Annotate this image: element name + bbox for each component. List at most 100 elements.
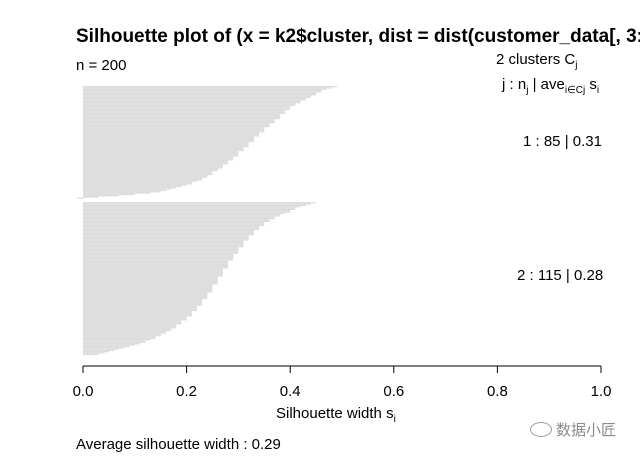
silhouette-bar-c2-65 xyxy=(83,287,213,289)
silhouette-bar-c1-82 xyxy=(83,193,135,196)
silhouette-bar-c2-108 xyxy=(83,344,135,346)
silhouette-bar-c2-41 xyxy=(83,255,234,257)
x-axis xyxy=(82,365,602,373)
silhouette-bar-c1-21 xyxy=(83,112,286,114)
silhouette-bar-c2-39 xyxy=(83,252,239,254)
silhouette-bar-c1-54 xyxy=(83,156,234,158)
cluster-2-label: 2 : 115 | 0.28 xyxy=(517,267,604,284)
silhouette-bar-c1-68 xyxy=(83,175,208,177)
silhouette-bar-c1-77 xyxy=(83,187,177,189)
silhouette-bars xyxy=(77,86,337,355)
silhouette-bar-c1-6 xyxy=(83,92,317,94)
silhouette-bar-c1-27 xyxy=(83,120,275,122)
silhouette-bar-c1-10 xyxy=(83,97,306,100)
silhouette-bar-c2-36 xyxy=(83,248,239,250)
silhouette-bar-c1-44 xyxy=(83,143,249,145)
silhouette-bar-c2-62 xyxy=(83,283,218,285)
silhouette-bar-c1-28 xyxy=(83,121,275,124)
silhouette-bar-c2-99 xyxy=(83,332,166,334)
silhouette-bar-c2-19 xyxy=(83,225,260,228)
silhouette-bar-c1-83 xyxy=(83,195,120,197)
silhouette-bar-c2-29 xyxy=(83,239,249,241)
silhouette-bar-c1-31 xyxy=(83,125,270,128)
silhouette-bar-c2-68 xyxy=(83,291,213,293)
silhouette-bar-c1-74 xyxy=(83,183,192,185)
silhouette-bar-c2-84 xyxy=(83,312,192,314)
silhouette-bar-c1-73 xyxy=(83,181,192,184)
silhouette-bar-c2-113 xyxy=(83,351,109,353)
silhouette-bar-c1-13 xyxy=(83,101,301,104)
silhouette-bar-c2-96 xyxy=(83,328,172,330)
silhouette-bar-c2-64 xyxy=(83,285,213,288)
silhouette-bar-c2-31 xyxy=(83,241,244,244)
silhouette-bar-c2-93 xyxy=(83,324,177,326)
silhouette-bar-c2-101 xyxy=(83,335,161,337)
silhouette-bar-c1-81 xyxy=(83,192,151,194)
silhouette-bar-c2-1 xyxy=(83,202,317,204)
silhouette-bar-c1-42 xyxy=(83,140,254,142)
silhouette-bar-c1-23 xyxy=(83,115,280,117)
silhouette-bar-c2-100 xyxy=(83,333,161,336)
silhouette-bar-c2-8 xyxy=(83,211,291,213)
silhouette-bar-c2-12 xyxy=(83,216,275,219)
silhouette-bar-c2-14 xyxy=(83,219,270,221)
silhouette-bar-c2-37 xyxy=(83,249,239,252)
silhouette-bar-c1-84 xyxy=(83,196,99,198)
silhouette-bar-c1-49 xyxy=(83,149,244,152)
silhouette-bar-c2-83 xyxy=(83,311,192,313)
silhouette-bar-c2-15 xyxy=(83,220,270,222)
silhouette-bar-c2-38 xyxy=(83,251,239,253)
silhouette-bar-c2-82 xyxy=(83,309,197,312)
silhouette-bar-c2-45 xyxy=(83,260,229,262)
silhouette-bar-c2-34 xyxy=(83,245,244,248)
silhouette-bar-c2-87 xyxy=(83,316,187,318)
silhouette-bar-c2-16 xyxy=(83,222,265,224)
silhouette-bar-c1-32 xyxy=(83,127,265,129)
silhouette-bar-c1-12 xyxy=(83,100,301,102)
silhouette-bar-c2-6 xyxy=(83,208,296,211)
silhouette-bar-c2-10 xyxy=(83,214,280,216)
silhouette-bar-c1-57 xyxy=(83,160,229,162)
silhouette-bar-c2-24 xyxy=(83,232,254,234)
silhouette-bar-c2-79 xyxy=(83,305,197,308)
silhouette-bar-c1-43 xyxy=(83,141,249,144)
silhouette-bar-c2-20 xyxy=(83,227,260,229)
silhouette-bar-c1-39 xyxy=(83,136,254,138)
silhouette-bar-c1-20 xyxy=(83,111,286,113)
silhouette-bar-c2-13 xyxy=(83,218,275,220)
silhouette-bar-c1-75 xyxy=(83,184,187,186)
silhouette-bar-c2-61 xyxy=(83,281,218,284)
silhouette-bar-c1-78 xyxy=(83,188,172,190)
silhouette-bar-c1-4 xyxy=(83,89,322,92)
silhouette-bar-c1-65 xyxy=(83,171,213,173)
silhouette-bar-c2-22 xyxy=(83,229,254,232)
silhouette-bar-c1-24 xyxy=(83,116,280,118)
silhouette-bar-c2-85 xyxy=(83,313,192,316)
silhouette-bar-c2-57 xyxy=(83,276,218,278)
silhouette-bar-c2-59 xyxy=(83,279,218,281)
x-tick-label-5: 1.0 xyxy=(590,383,612,400)
silhouette-bar-c2-40 xyxy=(83,253,234,256)
silhouette-bar-c2-98 xyxy=(83,331,166,333)
silhouette-bar-c2-78 xyxy=(83,304,203,306)
silhouette-bar-c2-103 xyxy=(83,337,156,340)
silhouette-bar-c1-56 xyxy=(83,159,234,161)
silhouette-bar-c2-43 xyxy=(83,257,234,260)
silhouette-bar-c2-107 xyxy=(83,343,140,345)
silhouette-bar-c1-19 xyxy=(83,109,286,112)
silhouette-bar-c2-55 xyxy=(83,273,223,276)
silhouette-bar-c1-52 xyxy=(83,153,239,156)
silhouette-bar-c2-27 xyxy=(83,236,249,238)
silhouette-bar-c2-58 xyxy=(83,277,218,280)
silhouette-bar-c1-14 xyxy=(83,103,296,105)
silhouette-bar-c2-60 xyxy=(83,280,218,282)
silhouette-bar-c1-45 xyxy=(83,144,249,146)
silhouette-bar-c2-106 xyxy=(83,341,146,344)
silhouette-bar-c1-50 xyxy=(83,151,239,153)
silhouette-bar-c2-21 xyxy=(83,228,260,230)
silhouette-bar-c1-26 xyxy=(83,119,275,121)
silhouette-bar-c1-18 xyxy=(83,108,291,110)
silhouette-bar-c2-56 xyxy=(83,275,223,277)
silhouette-bar-c1-85 xyxy=(77,197,83,200)
silhouette-bar-c2-35 xyxy=(83,247,239,249)
